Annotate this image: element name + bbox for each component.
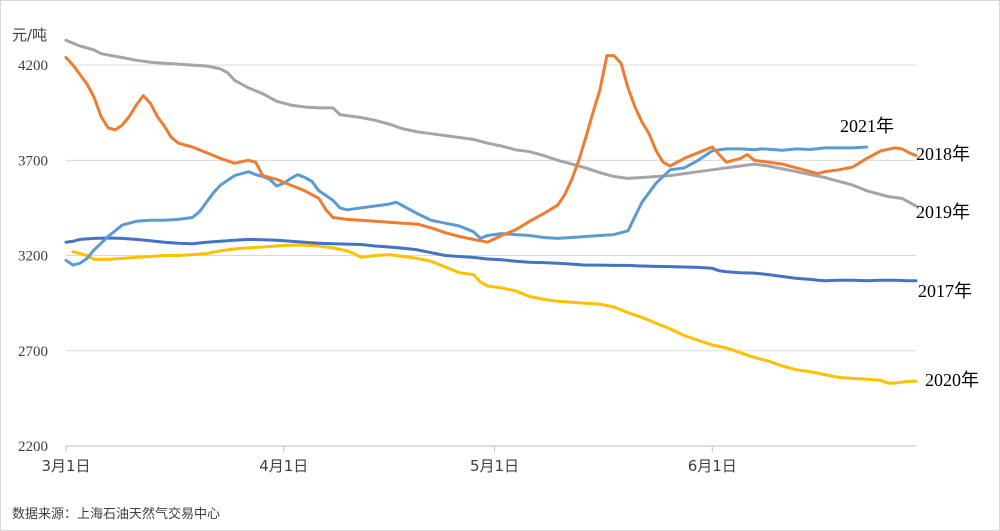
- x-axis: 3月1日 4月1日 5月1日 6月1日: [41, 445, 916, 475]
- y-tick-label: 2200: [18, 439, 48, 455]
- x-tick-label: 5月1日: [470, 457, 519, 475]
- series-lines: [64, 38, 918, 385]
- series-line: [64, 145, 869, 267]
- series-line: [64, 54, 918, 244]
- y-tick-label: 3200: [18, 249, 48, 265]
- x-tick-label: 4月1日: [259, 457, 308, 475]
- series-line: [64, 236, 918, 283]
- y-tick-label: 3700: [18, 153, 48, 169]
- series-label: 2020年: [925, 370, 979, 390]
- series-line: [71, 243, 918, 385]
- y-tick-label: 2700: [18, 344, 48, 360]
- series-label: 2017年: [918, 281, 972, 301]
- series-label: 2018年: [916, 144, 970, 164]
- gridlines: [66, 64, 916, 352]
- x-tick-label: 3月1日: [41, 457, 90, 475]
- data-source-note: 数据来源：上海石油天然气交易中心: [12, 507, 221, 522]
- y-tick-label: 4200: [18, 58, 48, 74]
- series-labels: 2021年 2018年 2019年 2017年 2020年: [840, 116, 979, 390]
- y-axis-unit-label: 元/吨: [12, 26, 48, 44]
- series-label: 2021年: [840, 116, 894, 136]
- series-label: 2019年: [916, 202, 970, 222]
- y-axis-ticks: 2200 2700 3200 3700 4200: [18, 58, 48, 455]
- x-tick-label: 6月1日: [688, 457, 737, 475]
- series-line: [64, 38, 918, 208]
